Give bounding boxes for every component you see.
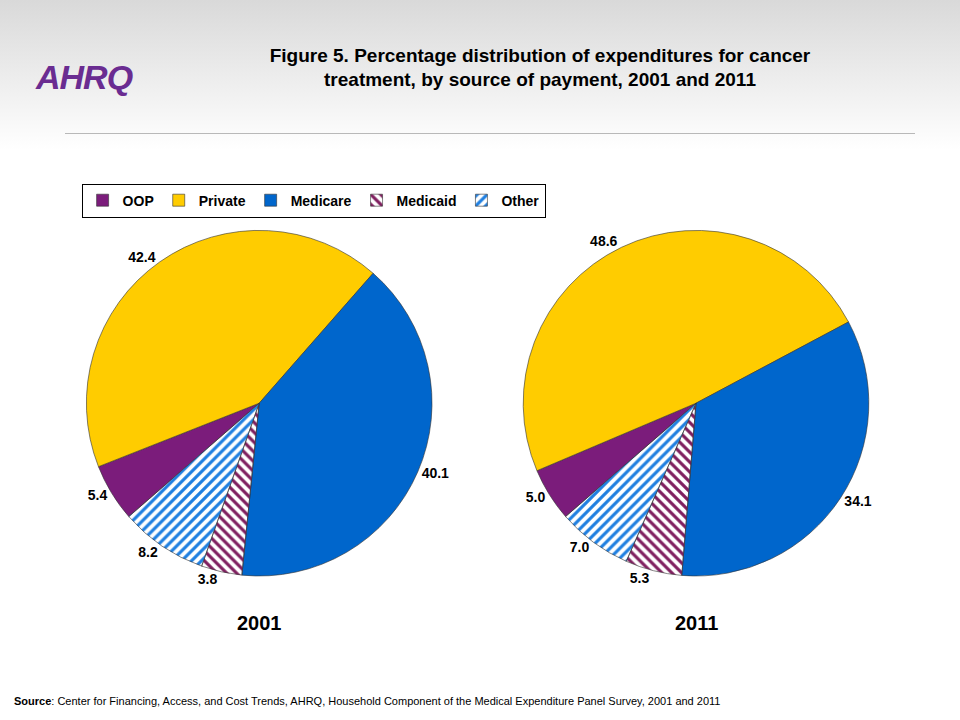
html-text:AHRQ: AHRQ (36, 58, 133, 96)
svg-text:OOP: OOP (123, 193, 154, 209)
html-text:Figure 5. Percentage distribut: Figure 5. Percentage distribution of exp… (269, 45, 811, 90)
svg-text:7.0: 7.0 (570, 539, 590, 555)
svg-text:42.4: 42.4 (128, 249, 155, 265)
svg-text:Medicare: Medicare (291, 193, 352, 209)
svg-text:2011: 2011 (675, 612, 718, 634)
svg-text:40.1: 40.1 (422, 465, 449, 481)
svg-text:5.0: 5.0 (526, 489, 546, 505)
svg-text:3.8: 3.8 (198, 571, 218, 587)
svg-text:Other: Other (501, 193, 539, 209)
svg-text:34.1: 34.1 (844, 493, 871, 509)
svg-text:5.3: 5.3 (630, 570, 650, 586)
svg-text:Private: Private (199, 193, 246, 209)
svg-text:Medicaid: Medicaid (397, 193, 457, 209)
svg-text:5.4: 5.4 (88, 487, 108, 503)
svg-text:8.2: 8.2 (138, 544, 158, 560)
svg-text:48.6: 48.6 (590, 233, 617, 249)
svg-text:2001: 2001 (237, 612, 282, 634)
html-text:Source: Center for Financing,: Source: Center for Financing, Access, an… (14, 695, 721, 707)
